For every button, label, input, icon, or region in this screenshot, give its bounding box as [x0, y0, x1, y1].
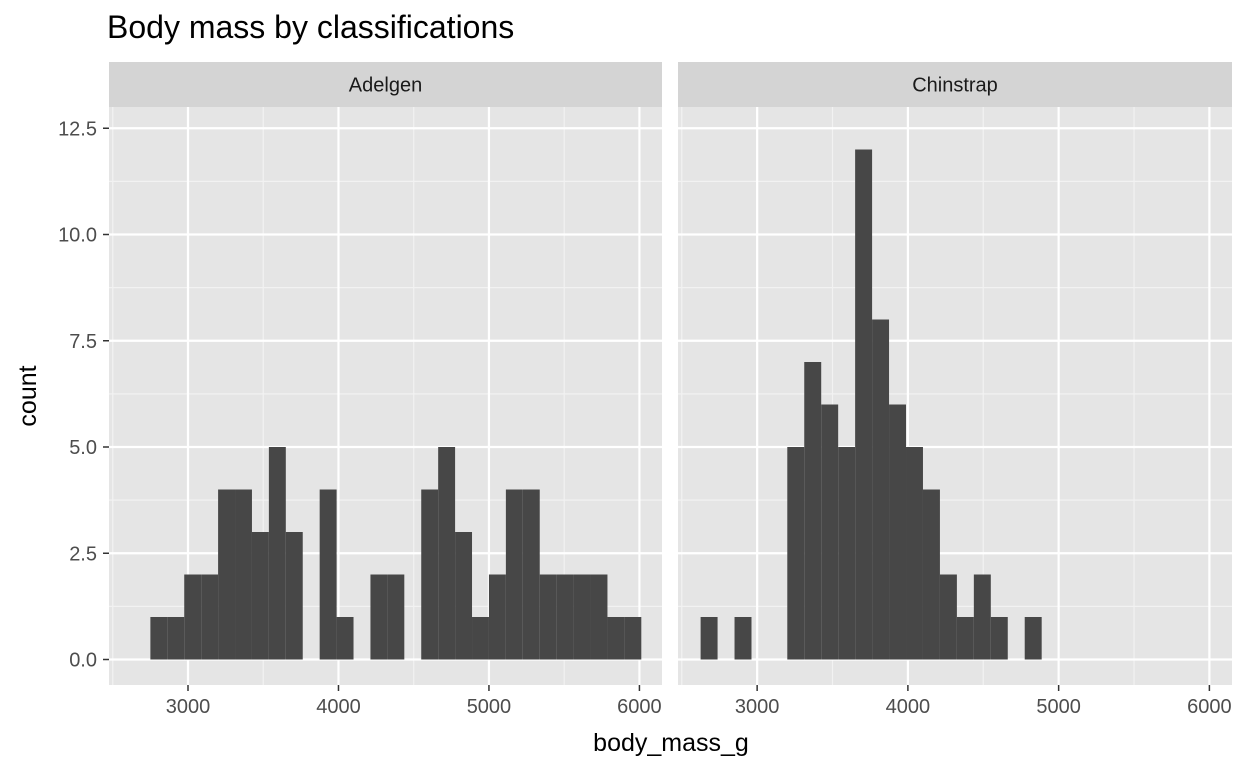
y-axis-label: count	[14, 365, 42, 426]
histogram-bar	[734, 617, 752, 660]
histogram-bar	[539, 574, 557, 660]
x-tick-label: 5000	[467, 696, 512, 718]
facet-panels: Adelgen 3000 4000 5000 6000 0.0 2.5 5.0 7.5 10.0 1…	[58, 62, 1232, 718]
x-tick-label: 3000	[166, 696, 211, 718]
x-tick-label: 5000	[1036, 696, 1081, 718]
histogram-bar	[556, 574, 574, 660]
facet-strip	[678, 62, 1232, 107]
histogram-bar	[167, 617, 185, 660]
histogram-bar	[336, 617, 354, 660]
y-tick-label: 7.5	[69, 331, 97, 353]
histogram-bar	[438, 447, 456, 660]
histogram-bar	[319, 489, 337, 660]
histogram-bar	[855, 149, 873, 660]
histogram-bar	[370, 574, 388, 660]
histogram-bar	[700, 617, 718, 660]
histogram-bar	[956, 617, 974, 660]
histogram-bar	[607, 617, 625, 660]
y-tick-label: 12.5	[58, 118, 97, 140]
histogram-bar	[990, 617, 1008, 660]
x-tick-label: 3000	[735, 696, 780, 718]
histogram-bar	[505, 489, 523, 660]
histogram-bar	[184, 574, 202, 660]
histogram-bar	[285, 532, 303, 660]
histogram-bar	[472, 617, 489, 660]
histogram-bar	[872, 319, 890, 660]
histogram-bar	[522, 489, 540, 660]
histogram-bar	[421, 489, 439, 660]
histogram-bar	[1024, 617, 1042, 660]
chart-title: Body mass by classifications	[107, 9, 514, 45]
histogram-bar	[150, 617, 168, 660]
x-axis-label: body_mass_g	[593, 729, 749, 757]
histogram-bar	[838, 447, 856, 660]
facet-strip	[109, 62, 662, 107]
facet-strip-label: Chinstrap	[912, 75, 998, 97]
y-tick-label: 0.0	[69, 650, 97, 672]
histogram-bar	[804, 362, 822, 660]
histogram-bar	[218, 489, 236, 660]
y-tick-label: 10.0	[58, 225, 97, 247]
histogram-bar	[268, 447, 286, 660]
histogram-bar	[821, 404, 839, 660]
histogram-bar	[590, 574, 608, 660]
histogram-bar	[251, 532, 269, 660]
facet-strip-label: Adelgen	[349, 75, 422, 97]
histogram-bar	[973, 574, 991, 660]
facet-panel-chinstrap: Chinstrap 3000 4000 5000 6000	[678, 62, 1232, 718]
x-tick-label: 4000	[316, 696, 361, 718]
histogram-bar	[488, 574, 506, 660]
histogram-bar	[787, 447, 805, 660]
histogram-bar	[889, 404, 907, 660]
histogram-bar	[455, 532, 473, 660]
y-tick-label: 2.5	[69, 543, 97, 565]
histogram-bar	[573, 574, 591, 660]
histogram-bar	[939, 574, 957, 660]
histogram-bar	[235, 489, 252, 660]
x-tick-label: 4000	[886, 696, 931, 718]
histogram-bar	[387, 574, 405, 660]
facet-panel-adelgen: Adelgen 3000 4000 5000 6000 0.0 2.5 5.0 7.5 10.0 1…	[58, 62, 662, 718]
histogram-bar	[201, 574, 219, 660]
histogram-bar	[922, 489, 940, 660]
x-tick-label: 6000	[617, 696, 662, 718]
histogram-bar	[906, 447, 923, 660]
x-tick-label: 6000	[1187, 696, 1232, 718]
histogram-bar	[624, 617, 642, 660]
y-tick-label: 5.0	[69, 437, 97, 459]
